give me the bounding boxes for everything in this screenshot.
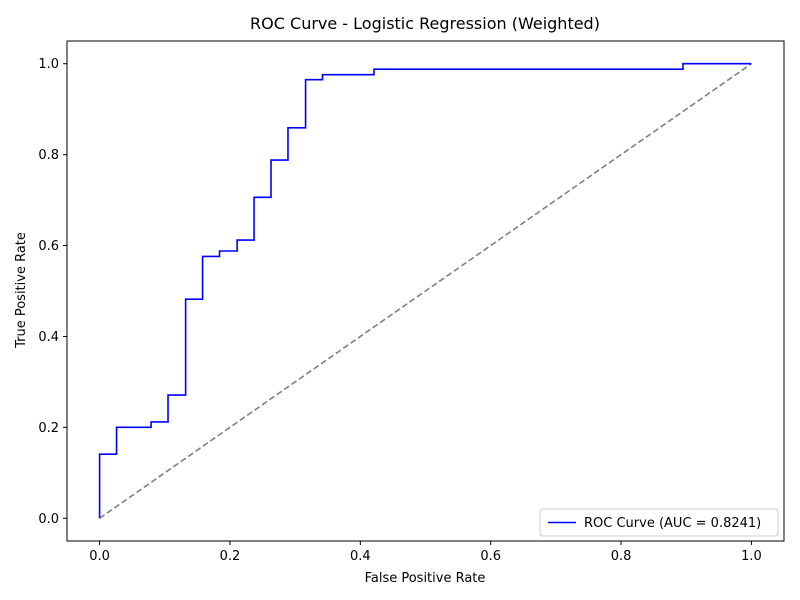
random-baseline-line [99,63,752,519]
x-tick-label: 0.8 [611,549,632,564]
axes-layer [66,40,785,542]
y-tick-label: 1.0 [38,57,59,72]
ticks-layer: 0.0 0.2 0.4 0.6 0.8 1.0 0.0 0.2 0.4 0.6 0.8 1.0 [38,57,761,564]
y-tick-label: 0.2 [38,421,59,436]
x-tick-label: 0.4 [350,549,371,564]
chart-title: ROC Curve - Logistic Regression (Weighte… [250,14,600,33]
x-tick-label: 1.0 [741,549,762,564]
y-axis-label: True Positive Rate [14,232,29,349]
x-tick-label: 0.6 [480,549,501,564]
x-tick-label: 0.2 [220,549,241,564]
axes-frame [66,40,785,542]
y-tick-label: 0.8 [38,148,59,163]
x-axis-label: False Positive Rate [365,571,486,586]
x-tick-label: 0.0 [89,549,110,564]
roc-curve-line [98,62,752,519]
y-tick-label: 0.0 [38,512,59,527]
legend-box [539,508,779,537]
y-tick-label: 0.6 [38,239,59,254]
series-layer [98,62,752,519]
legend: ROC Curve (AUC = 0.8241) [539,508,779,537]
y-tick-label: 0.4 [38,330,59,345]
legend-label-roc: ROC Curve (AUC = 0.8241) [584,516,761,531]
